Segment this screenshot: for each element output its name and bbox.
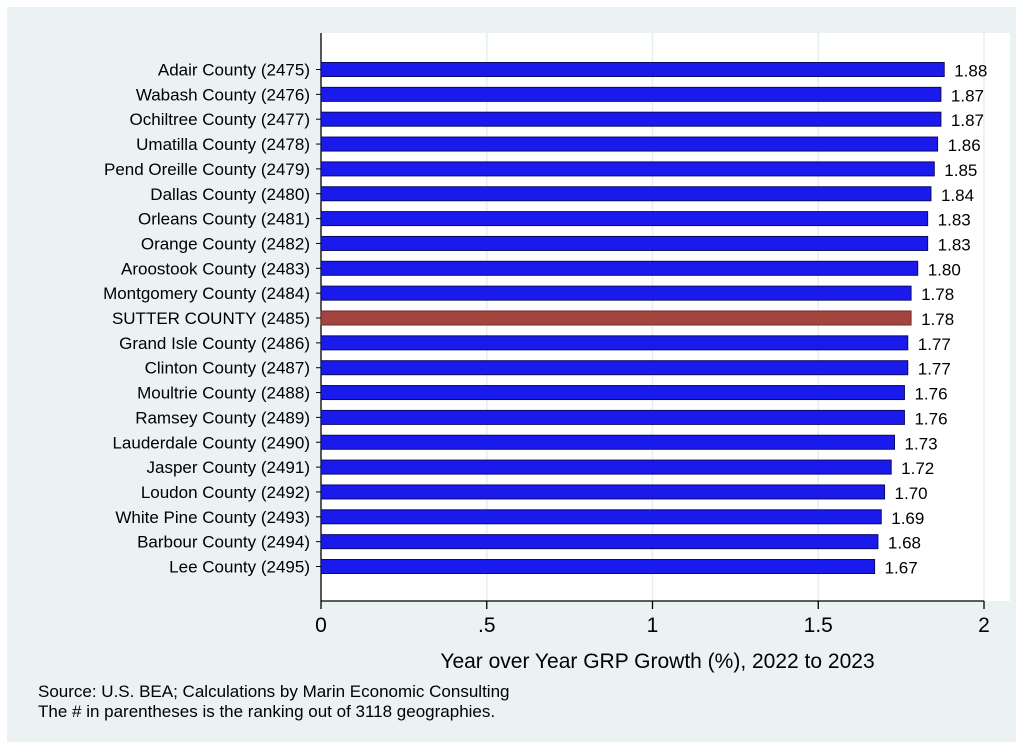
bar bbox=[320, 111, 942, 127]
data-label: 1.69 bbox=[891, 509, 924, 528]
category-label: Moultrie County (2488) bbox=[137, 384, 310, 403]
x-tick-label: .5 bbox=[478, 614, 496, 637]
bar bbox=[320, 385, 905, 401]
data-label: 1.78 bbox=[921, 285, 954, 304]
category-label: Lee County (2495) bbox=[169, 558, 310, 577]
bar bbox=[320, 434, 895, 450]
bar bbox=[320, 186, 932, 202]
category-label: Ochiltree County (2477) bbox=[130, 110, 310, 129]
x-tick-label: 1 bbox=[647, 614, 659, 637]
data-label: 1.77 bbox=[918, 360, 951, 379]
bar bbox=[320, 509, 882, 525]
data-label: 1.73 bbox=[904, 434, 937, 453]
category-label: Grand Isle County (2486) bbox=[119, 334, 310, 353]
data-label: 1.83 bbox=[938, 235, 971, 254]
bar bbox=[320, 260, 919, 276]
category-label: Orleans County (2481) bbox=[138, 210, 310, 229]
x-tick-label: 2 bbox=[978, 614, 990, 637]
category-label: Montgomery County (2484) bbox=[103, 284, 310, 303]
bar bbox=[320, 559, 876, 574]
category-label: Aroostook County (2483) bbox=[121, 259, 310, 278]
source-note: Source: U.S. BEA; Calculations by Marin … bbox=[38, 682, 510, 701]
data-label: 1.86 bbox=[948, 136, 981, 155]
data-label: 1.84 bbox=[941, 186, 974, 205]
bar bbox=[320, 285, 912, 301]
data-label: 1.70 bbox=[895, 484, 928, 503]
bar bbox=[320, 484, 886, 500]
bar bbox=[320, 161, 935, 177]
category-label: SUTTER COUNTY (2485) bbox=[112, 309, 310, 328]
data-label: 1.72 bbox=[901, 459, 934, 478]
category-label: Dallas County (2480) bbox=[150, 185, 310, 204]
bar bbox=[320, 86, 942, 102]
category-label: Wabash County (2476) bbox=[136, 85, 310, 104]
data-label: 1.88 bbox=[954, 62, 987, 81]
bar bbox=[320, 409, 905, 425]
x-tick-label: 1.5 bbox=[804, 614, 833, 637]
bar bbox=[320, 62, 945, 77]
category-label: Clinton County (2487) bbox=[145, 359, 310, 378]
bar bbox=[320, 360, 909, 376]
category-label: Loudon County (2492) bbox=[141, 483, 310, 502]
data-label: 1.68 bbox=[888, 534, 921, 553]
bar bbox=[320, 534, 879, 550]
data-label: 1.85 bbox=[944, 161, 977, 180]
ranking-note: The # in parentheses is the ranking out … bbox=[38, 702, 496, 721]
data-label: 1.76 bbox=[914, 409, 947, 428]
data-label: 1.78 bbox=[921, 310, 954, 329]
bar bbox=[320, 235, 929, 251]
x-axis-title: Year over Year GRP Growth (%), 2022 to 2… bbox=[440, 650, 874, 673]
category-label: Ramsey County (2489) bbox=[135, 408, 310, 427]
category-label: Barbour County (2494) bbox=[137, 533, 310, 552]
data-label: 1.87 bbox=[951, 86, 984, 105]
bar bbox=[320, 136, 939, 152]
data-label: 1.80 bbox=[928, 260, 961, 279]
data-label: 1.67 bbox=[885, 559, 918, 578]
category-label: Lauderdale County (2490) bbox=[112, 433, 310, 452]
category-label: Adair County (2475) bbox=[158, 61, 310, 80]
data-label: 1.77 bbox=[918, 335, 951, 354]
category-label: White Pine County (2493) bbox=[115, 508, 310, 527]
x-tick-label: 0 bbox=[315, 614, 327, 637]
bar bbox=[320, 310, 912, 326]
bar bbox=[320, 459, 892, 475]
category-label: Jasper County (2491) bbox=[147, 458, 310, 477]
category-label: Pend Oreille County (2479) bbox=[104, 160, 310, 179]
bar bbox=[320, 335, 909, 351]
category-label: Umatilla County (2478) bbox=[136, 135, 310, 154]
data-label: 1.76 bbox=[914, 385, 947, 404]
category-label: Orange County (2482) bbox=[141, 234, 310, 253]
data-label: 1.87 bbox=[951, 111, 984, 130]
data-label: 1.83 bbox=[938, 211, 971, 230]
bar bbox=[320, 211, 929, 227]
